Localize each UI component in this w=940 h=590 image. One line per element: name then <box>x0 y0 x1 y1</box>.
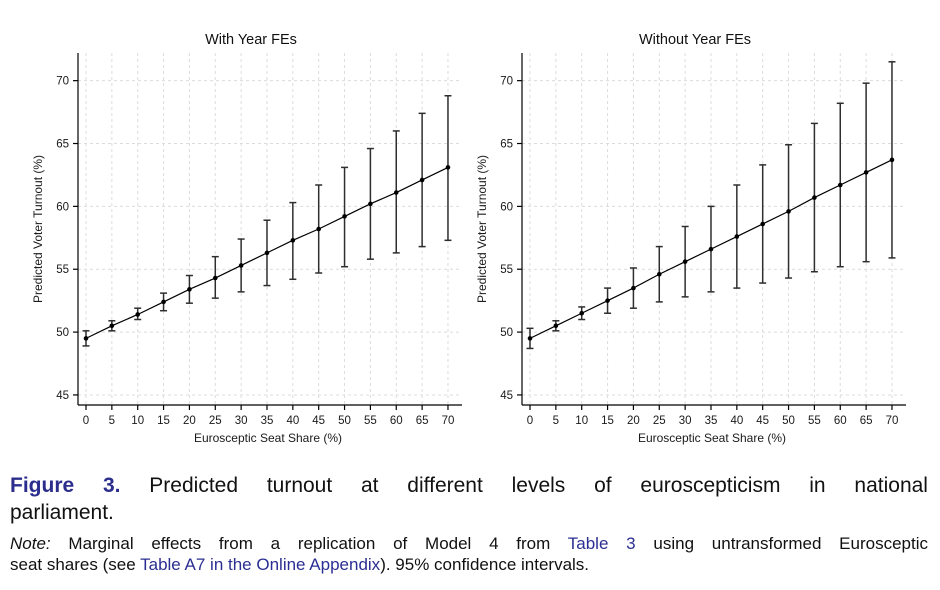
chart-with-year-fes: 45 50 55 60 65 70 0 5 10 15 20 25 30 35 40 45 50 55 60 65 70… <box>31 32 462 445</box>
y-tick-label: 60 <box>56 201 69 213</box>
x-tick-label: 50 <box>338 415 351 427</box>
x-tick-label: 0 <box>527 415 533 427</box>
note-text-2: using untransformed Eurosceptic <box>653 534 928 553</box>
data-point <box>631 285 636 291</box>
note-prefix: Note: <box>10 534 51 553</box>
x-tick-label: 65 <box>416 415 429 427</box>
x-tick-label: 10 <box>575 415 588 427</box>
data-point <box>527 336 533 341</box>
y-axis-label: Predicted Voter Turnout (%) <box>31 155 45 303</box>
x-tick-label: 15 <box>601 415 614 427</box>
y-tick-label: 45 <box>56 390 69 402</box>
data-point <box>656 271 662 277</box>
y-tick-label: 55 <box>56 264 69 276</box>
caption-line-2: parliament. <box>10 501 114 524</box>
x-tick-label: 45 <box>312 415 325 427</box>
x-tick-label: 0 <box>83 415 89 427</box>
table-a7-link[interactable]: Table A7 in the Online Appendix <box>140 555 381 574</box>
data-point <box>786 209 791 214</box>
y-tick-label: 55 <box>500 264 513 276</box>
note-line-2: seat shares (see Table A7 in the Online … <box>10 554 928 575</box>
charts-row: 45 50 55 60 65 70 0 5 10 15 20 25 30 35 40 45 50 55 60 65 70… <box>31 32 906 445</box>
figure-label: Figure 3. <box>10 474 121 497</box>
data-point <box>368 201 373 207</box>
x-axis-label: Eurosceptic Seat Share (%) <box>638 431 786 445</box>
y-tick-label: 50 <box>500 327 513 339</box>
x-tick-label: 20 <box>183 415 196 427</box>
x-tick-label: 20 <box>627 415 640 427</box>
data-point <box>187 287 192 292</box>
chart-title: With Year FEs <box>205 32 297 48</box>
chart-title: Without Year FEs <box>639 32 751 48</box>
x-tick-label: 65 <box>860 415 873 427</box>
caption-text: Predicted turnout at different levels of… <box>149 474 928 497</box>
x-tick-label: 40 <box>286 415 299 427</box>
x-tick-label: 50 <box>782 415 795 427</box>
x-axis-label: Eurosceptic Seat Share (%) <box>194 431 342 445</box>
data-point <box>135 312 141 317</box>
note-text-3: seat shares (see <box>10 555 136 574</box>
x-tick-label: 25 <box>209 415 222 427</box>
data-point <box>290 238 296 243</box>
data-point <box>238 263 244 268</box>
data-point <box>161 299 166 305</box>
data-point <box>212 275 218 281</box>
data-point <box>553 323 559 329</box>
x-tick-label: 55 <box>808 415 821 427</box>
y-tick-label: 65 <box>56 139 69 151</box>
y-tick-label: 70 <box>500 76 513 88</box>
figure-caption: Figure 3. Predicted turnout at different… <box>0 458 940 575</box>
data-point <box>109 323 115 329</box>
x-tick-label: 35 <box>705 415 718 427</box>
data-point <box>863 170 869 175</box>
data-point <box>889 157 895 163</box>
x-tick-label: 5 <box>109 415 115 427</box>
data-point <box>812 195 817 200</box>
data-point <box>837 182 843 188</box>
x-tick-label: 5 <box>553 415 559 427</box>
x-tick-label: 40 <box>730 415 743 427</box>
y-axis-label: Predicted Voter Turnout (%) <box>475 155 489 303</box>
data-point <box>579 310 585 316</box>
x-tick-label: 70 <box>886 415 899 427</box>
x-tick-label: 10 <box>131 415 144 427</box>
x-tick-label: 45 <box>756 415 769 427</box>
note-text-4: ). 95% confidence intervals. <box>380 555 590 574</box>
y-tick-label: 60 <box>500 201 513 213</box>
caption-line-1: Figure 3. Predicted turnout at different… <box>10 472 928 499</box>
x-tick-label: 60 <box>834 415 847 427</box>
x-tick-label: 30 <box>235 415 248 427</box>
x-tick-label: 35 <box>261 415 274 427</box>
data-point <box>734 234 740 239</box>
x-tick-label: 15 <box>157 415 170 427</box>
chart-without-year-fes: 45 50 55 60 65 70 0 5 10 15 20 25 30 35 40 45 50 55 60 65 70… <box>475 32 906 445</box>
data-point <box>605 298 610 303</box>
data-point <box>342 214 347 219</box>
x-tick-label: 70 <box>442 415 455 427</box>
note-text-1: Marginal effects from a replication of M… <box>68 534 551 553</box>
y-tick-label: 70 <box>56 76 69 88</box>
note-line-1: Note: Marginal effects from a replicatio… <box>10 533 928 554</box>
data-point <box>316 226 321 232</box>
data-point <box>760 221 765 227</box>
x-tick-label: 30 <box>679 415 692 427</box>
data-point <box>708 246 714 252</box>
data-point <box>83 336 89 341</box>
x-tick-label: 55 <box>364 415 377 427</box>
y-tick-label: 50 <box>56 327 69 339</box>
data-point <box>682 259 688 264</box>
data-point <box>264 250 270 256</box>
data-point <box>393 190 399 195</box>
table-3-link[interactable]: Table 3 <box>567 534 636 553</box>
data-point <box>419 177 425 183</box>
x-tick-label: 60 <box>390 415 403 427</box>
y-tick-label: 45 <box>500 390 513 402</box>
x-tick-label: 25 <box>653 415 666 427</box>
data-point <box>445 165 451 170</box>
y-tick-label: 65 <box>500 139 513 151</box>
